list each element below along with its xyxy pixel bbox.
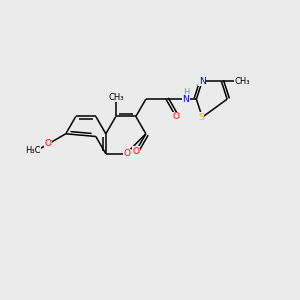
Text: O: O bbox=[124, 149, 131, 158]
Text: O: O bbox=[172, 112, 179, 121]
Text: H: H bbox=[183, 88, 189, 97]
Text: S: S bbox=[198, 113, 204, 122]
Text: O: O bbox=[45, 139, 52, 148]
Text: O: O bbox=[132, 147, 140, 156]
Text: H₃C: H₃C bbox=[25, 146, 40, 155]
Text: CH₃: CH₃ bbox=[234, 76, 250, 85]
Text: N: N bbox=[182, 94, 189, 103]
Text: CH₃: CH₃ bbox=[108, 93, 124, 102]
Text: N: N bbox=[199, 76, 206, 85]
